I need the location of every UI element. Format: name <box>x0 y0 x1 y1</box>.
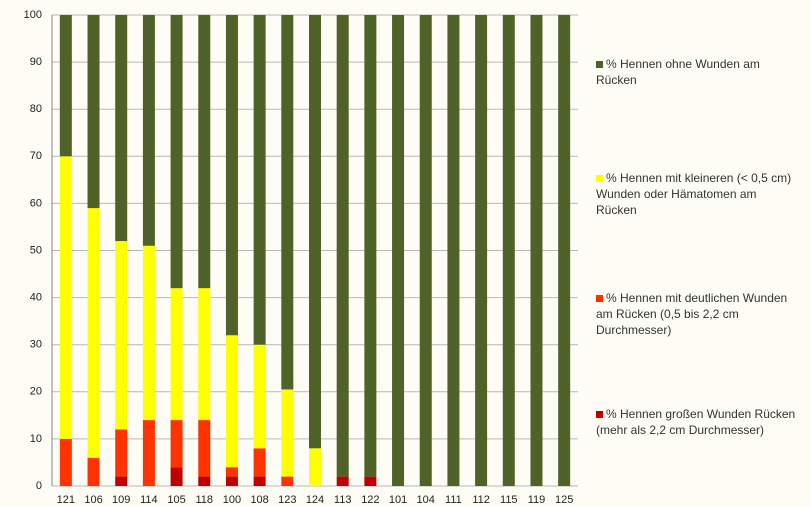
y-tick-label: 70 <box>30 150 42 162</box>
x-tick-label: 122 <box>361 494 379 506</box>
bar-segment <box>87 457 100 486</box>
y-tick-label: 0 <box>36 480 42 492</box>
bar-segment <box>170 420 183 468</box>
x-tick-label: 111 <box>445 494 462 506</box>
bar-segment <box>253 15 266 345</box>
x-tick-label: 108 <box>250 494 268 506</box>
y-tick-label: 60 <box>30 197 42 209</box>
bar-segment <box>115 241 128 430</box>
legend-label: % Hennen großen Wunden Rücken (mehr als … <box>596 407 796 437</box>
bar-segment <box>142 245 155 421</box>
bar-segment <box>59 15 72 157</box>
x-tick-label: 105 <box>167 494 185 506</box>
y-tick-label: 100 <box>24 9 42 21</box>
bar-segment <box>419 15 432 486</box>
bar-segment <box>281 15 294 390</box>
bar-segment <box>142 15 155 246</box>
y-tick-label: 90 <box>30 56 42 68</box>
bar-segment <box>225 335 238 468</box>
bar-segment <box>142 420 155 486</box>
x-tick-label: 106 <box>84 494 102 506</box>
x-tick-label: 121 <box>57 494 75 506</box>
bar-segment <box>225 476 238 486</box>
bar-segment <box>170 467 183 486</box>
legend-entry: % Hennen großen Wunden Rücken (mehr als … <box>596 406 796 438</box>
bar-segment <box>475 15 488 486</box>
x-tick-label: 125 <box>555 494 573 506</box>
bar-segment <box>530 15 543 486</box>
legend-label: % Hennen mit kleineren (< 0,5 cm) Wunden… <box>596 171 792 217</box>
x-tick-label: 104 <box>417 494 435 506</box>
bar-segment <box>59 438 72 486</box>
legend-swatch <box>596 61 603 68</box>
bar-segment <box>309 448 321 486</box>
legend-swatch <box>596 411 603 418</box>
y-tick-label: 80 <box>30 103 42 115</box>
bar-segment <box>198 288 211 421</box>
legend-entry: % Hennen mit deutlichen Wunden am Rücken… <box>596 290 796 338</box>
bar-segment <box>281 476 294 486</box>
x-tick-label: 100 <box>223 494 241 506</box>
x-tick-label: 112 <box>472 494 490 506</box>
y-tick-label: 20 <box>30 386 42 398</box>
x-tick-label: 113 <box>334 494 352 506</box>
bar-segment <box>170 15 183 289</box>
x-tick-label: 115 <box>500 494 518 506</box>
x-tick-label: 119 <box>528 494 546 506</box>
legend-label: % Hennen mit deutlichen Wunden am Rücken… <box>596 291 788 337</box>
bar-segment <box>447 15 460 486</box>
x-tick-label: 109 <box>112 494 130 506</box>
x-tick-label: 101 <box>389 494 407 506</box>
bar-segment <box>59 156 72 439</box>
bar-segment <box>87 208 100 458</box>
bar-segment <box>364 15 377 477</box>
bar-segment <box>253 344 266 449</box>
bar-segment <box>502 15 515 486</box>
bar-segment <box>87 15 100 209</box>
y-tick-label: 40 <box>30 292 42 304</box>
legend-entry: % Hennen mit kleineren (< 0,5 cm) Wunden… <box>596 170 796 218</box>
bar-segment <box>558 15 571 486</box>
legend-swatch <box>596 295 603 302</box>
bar-segment <box>225 15 238 336</box>
bar-segment <box>115 476 128 486</box>
bar-segment <box>364 476 377 486</box>
bar-segment <box>198 476 211 486</box>
bar-segment <box>309 15 321 449</box>
bar-segment <box>225 467 238 477</box>
x-tick-label: 124 <box>306 494 324 506</box>
bar-segment <box>253 448 266 477</box>
bar-segment <box>198 420 211 477</box>
y-tick-label: 50 <box>30 244 42 256</box>
y-tick-label: 10 <box>30 433 42 445</box>
bar-segment <box>115 429 128 477</box>
bar-segment <box>170 288 183 421</box>
legend-label: % Hennen ohne Wunden am Rücken <box>596 57 760 87</box>
x-tick-label: 123 <box>278 494 296 506</box>
x-tick-label: 118 <box>195 494 213 506</box>
bar-segment <box>115 15 128 242</box>
bar-segment <box>198 15 211 289</box>
bar-segment <box>253 476 266 486</box>
legend-entry: % Hennen ohne Wunden am Rücken <box>596 56 796 88</box>
y-tick-label: 30 <box>30 339 42 351</box>
x-tick-label: 114 <box>140 494 158 506</box>
legend-swatch <box>596 175 603 182</box>
bar-segment <box>336 476 349 486</box>
bar-segment <box>281 389 294 477</box>
bar-segment <box>392 15 405 486</box>
bar-segment <box>336 15 349 477</box>
